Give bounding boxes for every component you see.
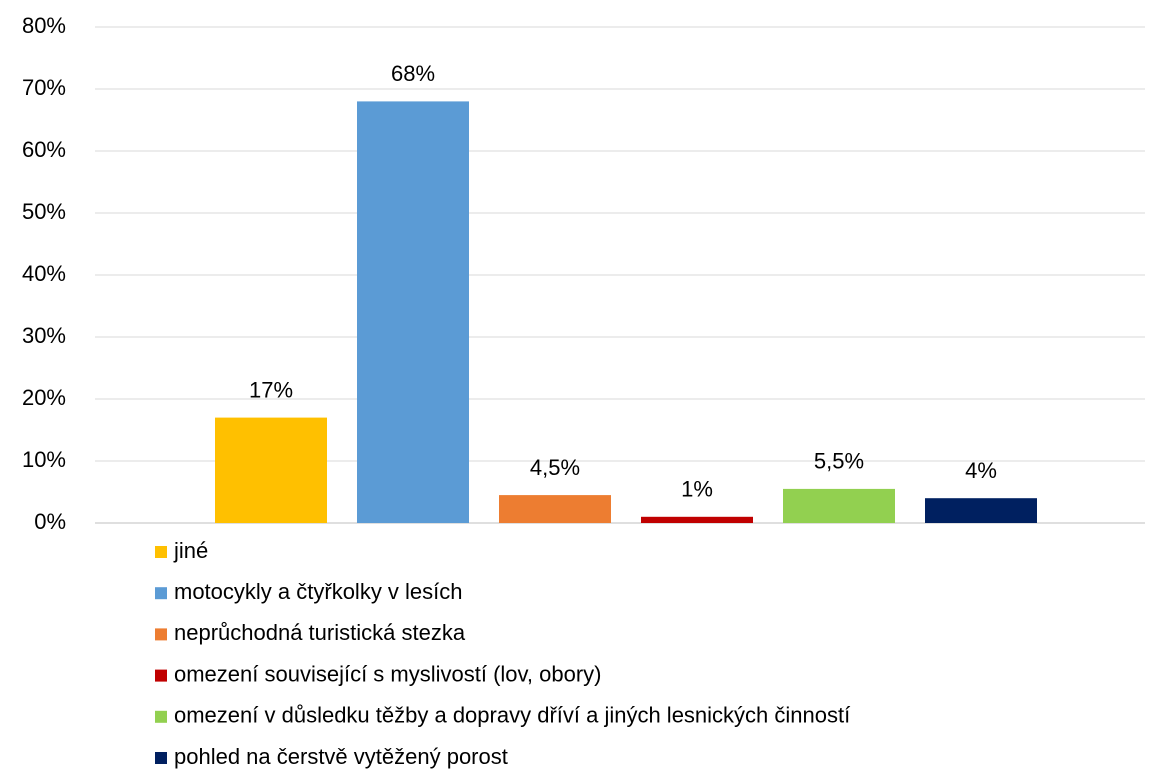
y-tick-label: 20%	[22, 385, 66, 410]
legend-label: pohled na čerstvě vytěžený porost	[174, 744, 508, 769]
bar	[499, 495, 611, 523]
y-tick-label: 50%	[22, 199, 66, 224]
y-tick-label: 0%	[34, 509, 66, 534]
bar	[641, 516, 753, 523]
y-tick-label: 30%	[22, 323, 66, 348]
bar	[783, 488, 895, 523]
y-tick-label: 80%	[22, 13, 66, 38]
legend-swatch	[155, 752, 167, 764]
legend-swatch	[155, 546, 167, 558]
value-label: 4%	[965, 458, 997, 483]
legend-label: motocykly a čtyřkolky v lesích	[174, 579, 463, 604]
legend-label: neprůchodná turistická stezka	[174, 620, 466, 645]
legend-swatch	[155, 587, 167, 600]
legend-swatch	[155, 669, 167, 682]
legend-label: omezení v důsledku těžby a dopravy dříví…	[174, 703, 850, 728]
bar	[357, 101, 469, 524]
value-label: 17%	[249, 377, 293, 402]
legend-swatch	[155, 710, 167, 723]
y-tick-label: 70%	[22, 75, 66, 100]
value-label: 5,5%	[814, 449, 864, 474]
value-label: 68%	[391, 61, 435, 86]
value-label: 1%	[681, 477, 713, 502]
bar	[215, 417, 327, 523]
y-tick-label: 60%	[22, 137, 66, 162]
bar	[925, 498, 1037, 523]
legend-label: omezení související s myslivostí (lov, o…	[174, 661, 602, 686]
y-tick-label: 10%	[22, 447, 66, 472]
legend-swatch	[155, 628, 167, 641]
legend-label: jiné	[173, 538, 208, 563]
value-label: 4,5%	[530, 455, 580, 480]
y-tick-label: 40%	[22, 261, 66, 286]
